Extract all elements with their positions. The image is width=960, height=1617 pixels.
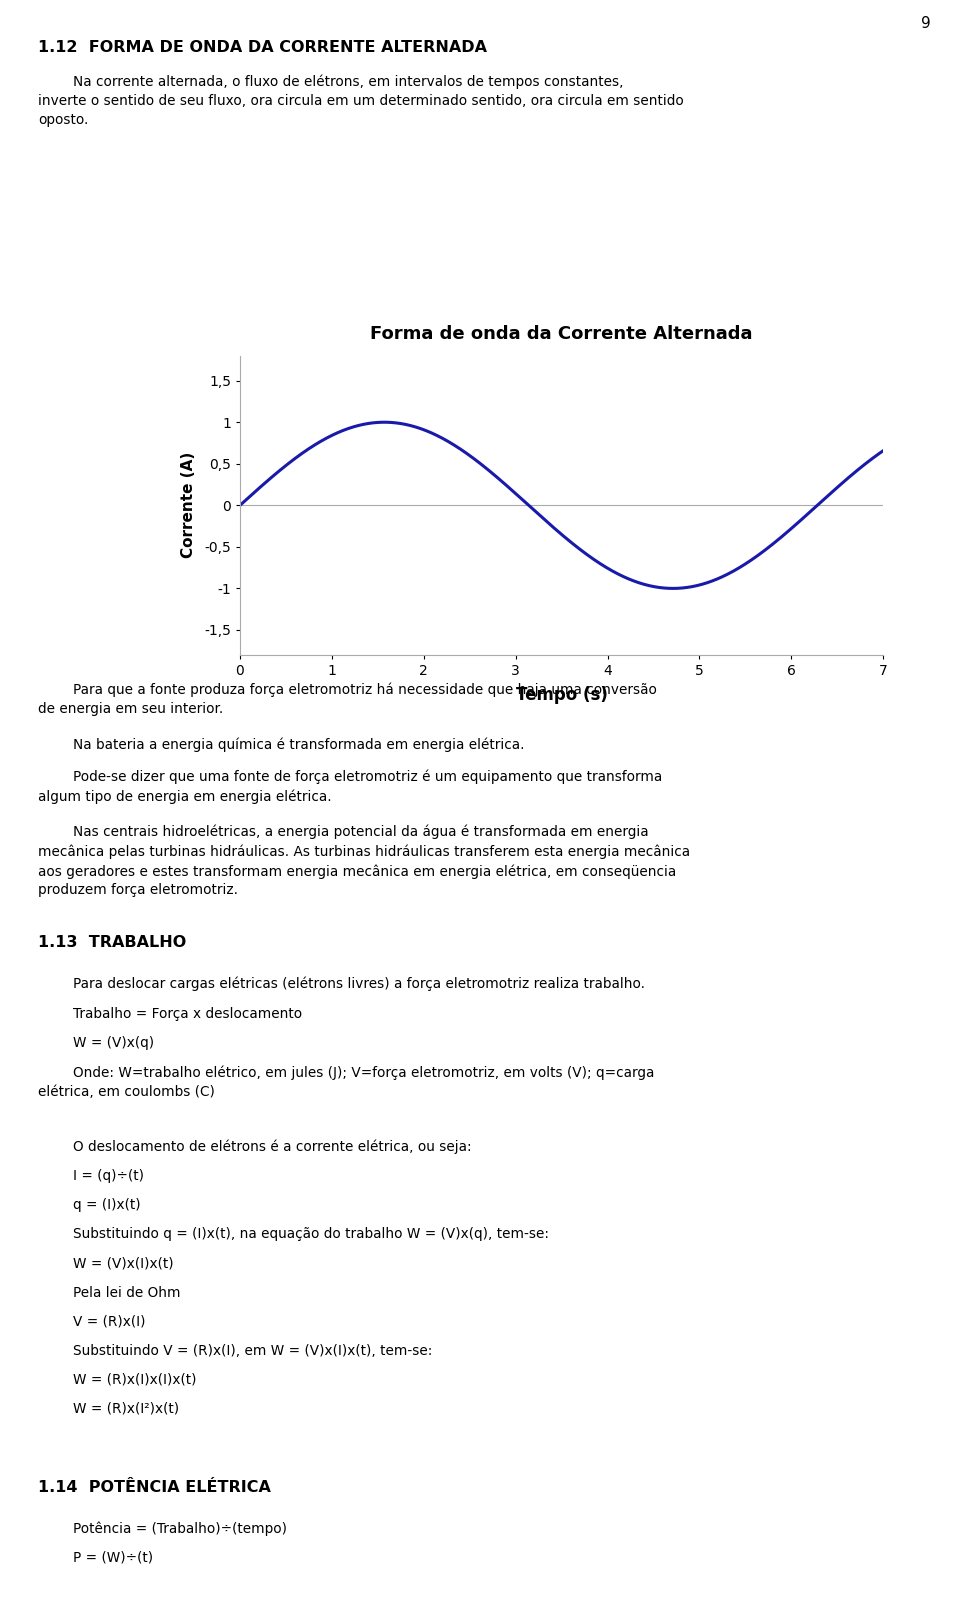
Text: I = (q)÷(t): I = (q)÷(t) <box>38 1169 144 1184</box>
Text: Substituindo q = (I)x(t), na equação do trabalho W = (V)x(q), tem-se:: Substituindo q = (I)x(t), na equação do … <box>38 1227 549 1242</box>
Text: Para deslocar cargas elétricas (elétrons livres) a força eletromotriz realiza tr: Para deslocar cargas elétricas (elétrons… <box>38 977 645 991</box>
Text: 1.14  POTÊNCIA ELÉTRICA: 1.14 POTÊNCIA ELÉTRICA <box>38 1480 272 1494</box>
Text: O deslocamento de elétrons é a corrente elétrica, ou seja:: O deslocamento de elétrons é a corrente … <box>38 1140 472 1155</box>
Text: Pode-se dizer que uma fonte de força eletromotriz é um equipamento que transform: Pode-se dizer que uma fonte de força ele… <box>38 770 662 804</box>
Text: q = (I)x(t): q = (I)x(t) <box>38 1198 141 1213</box>
Text: P = (W)÷(t): P = (W)÷(t) <box>38 1551 154 1565</box>
Text: Na bateria a energia química é transformada em energia elétrica.: Na bateria a energia química é transform… <box>38 737 525 752</box>
Text: W = (R)x(I²)x(t): W = (R)x(I²)x(t) <box>38 1402 180 1416</box>
Text: Trabalho = Força x deslocamento: Trabalho = Força x deslocamento <box>38 1007 302 1022</box>
Text: Onde: W=trabalho elétrico, em jules (J); V=força eletromotriz, em volts (V); q=c: Onde: W=trabalho elétrico, em jules (J);… <box>38 1066 655 1100</box>
Text: 9: 9 <box>922 16 931 31</box>
Text: W = (V)x(q): W = (V)x(q) <box>38 1036 155 1051</box>
Text: V = (R)x(I): V = (R)x(I) <box>38 1315 146 1329</box>
Text: W = (V)x(I)x(t): W = (V)x(I)x(t) <box>38 1256 174 1271</box>
Text: W = (R)x(I)x(I)x(t): W = (R)x(I)x(I)x(t) <box>38 1373 197 1387</box>
Text: 1.13  TRABALHO: 1.13 TRABALHO <box>38 935 186 949</box>
Text: 1.12  FORMA DE ONDA DA CORRENTE ALTERNADA: 1.12 FORMA DE ONDA DA CORRENTE ALTERNADA <box>38 40 488 55</box>
Text: Pela lei de Ohm: Pela lei de Ohm <box>38 1286 180 1300</box>
Text: Substituindo V = (R)x(I), em W = (V)x(I)x(t), tem-se:: Substituindo V = (R)x(I), em W = (V)x(I)… <box>38 1344 433 1358</box>
Title: Forma de onda da Corrente Alternada: Forma de onda da Corrente Alternada <box>371 325 753 343</box>
Text: Potência = (Trabalho)÷(tempo): Potência = (Trabalho)÷(tempo) <box>38 1522 287 1536</box>
Text: Nas centrais hidroelétricas, a energia potencial da água é transformada em energ: Nas centrais hidroelétricas, a energia p… <box>38 825 690 897</box>
Text: Na corrente alternada, o fluxo de elétrons, em intervalos de tempos constantes,
: Na corrente alternada, o fluxo de elétro… <box>38 74 684 126</box>
Text: Para que a fonte produza força eletromotriz há necessidade que haja uma conversã: Para que a fonte produza força eletromot… <box>38 682 658 716</box>
Y-axis label: Corrente (A): Corrente (A) <box>180 453 196 558</box>
X-axis label: Tempo (s): Tempo (s) <box>516 686 608 705</box>
